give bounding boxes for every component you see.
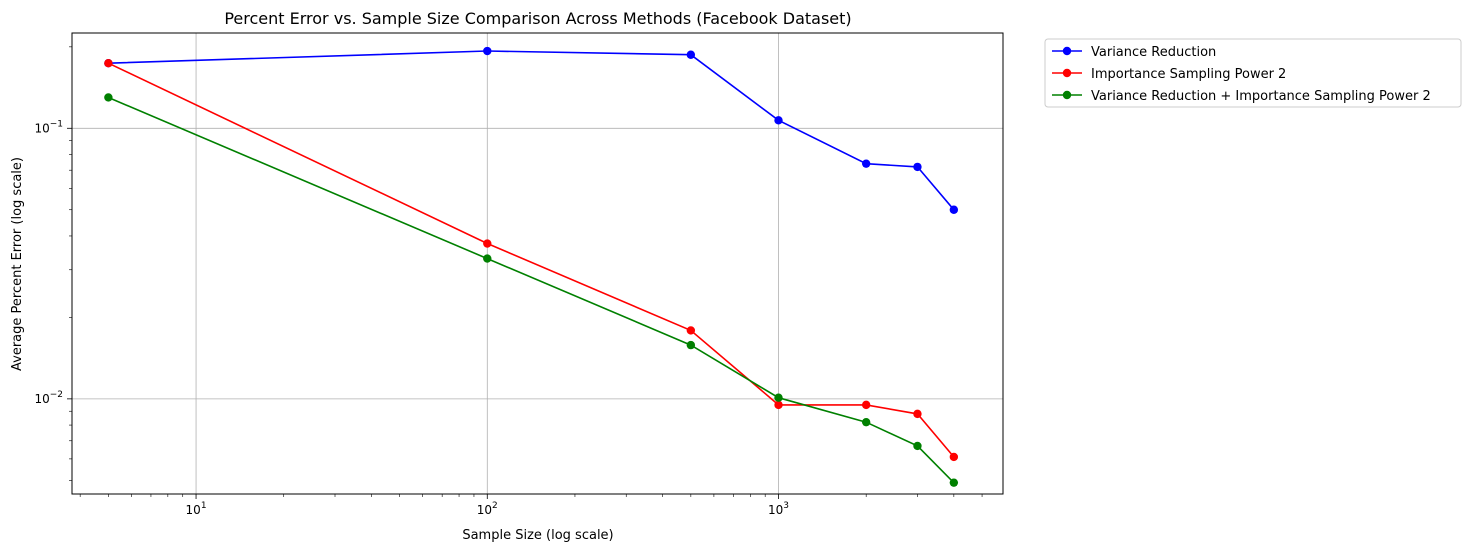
x-tick-label: 101 [186, 501, 207, 517]
data-point [861, 417, 871, 427]
legend-marker [1062, 68, 1072, 78]
data-point [913, 409, 922, 419]
series-line [108, 96, 955, 484]
x-axis-label: Sample Size (log scale) [462, 528, 613, 543]
series-line [108, 62, 955, 458]
data-point [774, 116, 783, 125]
data-point [686, 326, 696, 335]
data-point [949, 452, 959, 462]
data-point [861, 400, 871, 410]
axes-frame [71, 32, 1004, 495]
legend: Variance Reduction Importance Sampling Po… [1044, 38, 1462, 108]
legend-box [1044, 38, 1462, 108]
legend-label: Variance Reduction + Importance Sampling… [1091, 89, 1431, 104]
data-point [483, 239, 492, 248]
x-tick-label: 102 [477, 501, 498, 517]
data-point [774, 400, 783, 410]
legend-marker [1062, 46, 1072, 56]
legend-label: Variance Reduction [1091, 45, 1216, 60]
data-point [774, 393, 783, 402]
data-point [483, 254, 492, 263]
y-tick-label: 10−2 [34, 390, 63, 406]
data-point [861, 159, 871, 168]
data-point [686, 50, 696, 59]
series-2 [104, 59, 959, 462]
y-axis-label: Average Percent Error (log scale) [10, 157, 25, 371]
data-point [104, 59, 113, 68]
y-tick-label: 10−1 [34, 119, 63, 135]
series-layer [104, 46, 959, 487]
data-point [913, 162, 922, 172]
chart-title: Percent Error vs. Sample Size Comparison… [224, 9, 851, 28]
data-point [104, 93, 113, 102]
data-point [686, 340, 696, 350]
data-point [949, 205, 959, 214]
legend-label: Importance Sampling Power 2 [1091, 67, 1286, 82]
data-point [913, 441, 922, 451]
data-point [949, 478, 959, 487]
ticks: 101 102 103 10−2 10−1 [34, 119, 789, 517]
series-line [108, 50, 955, 211]
series-3 [104, 93, 959, 487]
legend-marker [1062, 90, 1072, 100]
grid [72, 33, 1003, 494]
series-1 [104, 46, 959, 214]
data-point [483, 46, 492, 56]
x-tick-label: 103 [768, 501, 789, 517]
minor-ticks [69, 46, 983, 497]
